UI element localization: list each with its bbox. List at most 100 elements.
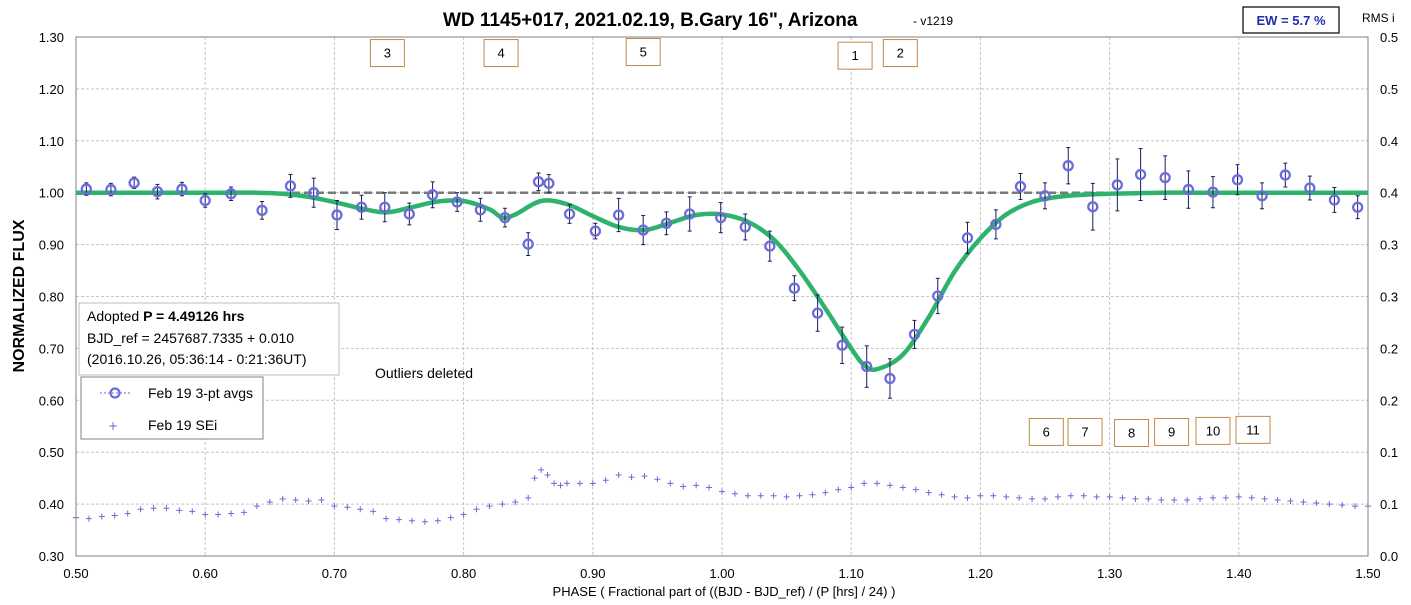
avg-point [128,177,140,189]
dip-label-5: 5 [625,38,661,67]
avg-point [1256,190,1268,202]
y2-tick-label: 0.2 [1380,341,1398,356]
sei-point [137,506,144,513]
avg-point [403,208,415,220]
sei-point [1003,493,1010,500]
plot-frame [75,36,1369,557]
avg-point [660,217,673,229]
sei-point [925,489,932,496]
x-tick-label: 0.90 [580,566,605,581]
sei-point [706,484,713,491]
dip-label-3: 3 [369,39,405,68]
y2-tick-label: 0.1 [1380,445,1398,460]
avg-point [355,201,368,213]
avg-point [811,307,824,319]
dip-label-text: 6 [1043,424,1050,439]
sei-point [822,489,829,496]
sei-point [719,488,725,495]
dip-label-text: 9 [1168,424,1175,439]
x-tick-label: 1.40 [1226,566,1251,581]
sei-point [809,491,816,498]
legend: Feb 19 3-pt avgs + Feb 19 SEi [80,376,264,440]
dip-label-7: 7 [1067,417,1103,446]
avg-point [1087,201,1099,213]
x-tick-label: 0.80 [451,566,476,581]
avg-point [884,372,896,385]
y2-axis-label: RMS i [1362,11,1395,25]
dip-label-box [1067,417,1103,446]
y-tick-label: 0.70 [39,341,64,356]
sei-point [189,508,196,515]
sei-point [563,480,570,487]
sei-point [215,511,222,518]
x-tick-label: 1.50 [1355,566,1380,581]
info-line-3: (2016.10.26, 05:36:14 - 0:21:36UT) [87,351,306,367]
sei-point [531,475,538,482]
model-curve [76,190,1368,372]
avg-point [151,186,164,198]
avg-point [426,189,439,201]
avg-point [563,208,576,220]
avg-point [932,290,944,302]
y-tick-label: 0.40 [39,497,64,512]
sei-point [1287,497,1294,504]
dip-label-text: 2 [897,46,904,61]
sei-point [1080,492,1087,499]
sei-point [770,492,777,499]
sei-point [486,503,493,510]
x-tick-label: 0.50 [63,566,88,581]
avg-point [739,221,751,233]
sei-point [667,480,674,487]
avg-point [637,224,649,236]
avg-point [474,204,487,216]
sei-point [240,509,247,516]
sei-point [1029,495,1036,502]
x-tick-label: 0.70 [322,566,347,581]
dip-label-text: 4 [497,46,504,61]
avg-point [543,177,555,190]
sei-point [951,493,958,500]
avg-point [961,232,974,244]
sei-point [357,506,364,513]
sei-point [1274,496,1281,503]
y2-tick-label: 0.5 [1380,30,1398,45]
dip-label-10: 10 [1195,416,1231,445]
sei-point [1352,503,1359,510]
sei-point [163,505,170,512]
dip-label-box [837,41,873,70]
sei-point [150,505,157,512]
dip-label-box [483,39,519,68]
sei-point [1042,495,1048,502]
sei-point [279,495,286,502]
sei-point [848,484,855,491]
info-box: Adopted P = 4.49126 hrs BJD_ref = 245768… [78,302,340,376]
sei-point [1235,493,1242,500]
avg-point [105,183,117,196]
avg-point [1182,183,1195,196]
x-tick-label: 0.60 [193,566,218,581]
info-period: P = 4.49126 hrs [143,308,245,324]
ew-label: EW = 5.7 % [1257,13,1326,28]
sei-point [434,517,441,524]
avg-point [1352,201,1364,213]
y-tick-label: 0.50 [39,445,64,460]
y-tick-label: 1.20 [39,82,64,97]
sei-point [990,492,997,499]
avg-point [1062,160,1074,172]
sei-point [861,480,868,487]
y-tick-labels: 0.30 0.40 0.50 0.60 0.70 0.80 0.90 1.00 1.10 1.20… [39,30,64,564]
sei-point [473,506,480,513]
avg-point [1328,194,1341,206]
sei-point [938,491,945,498]
sei-point [1326,501,1333,508]
avg-point [715,211,727,224]
sei-point [111,512,118,519]
y2-tick-label: 0.4 [1380,186,1398,201]
avg-point [1159,171,1171,184]
dip-label-text: 7 [1081,424,1088,439]
dip-label-box [369,39,405,68]
sei-point [1222,494,1229,501]
avg-point [499,211,511,224]
sei-point [964,494,971,501]
